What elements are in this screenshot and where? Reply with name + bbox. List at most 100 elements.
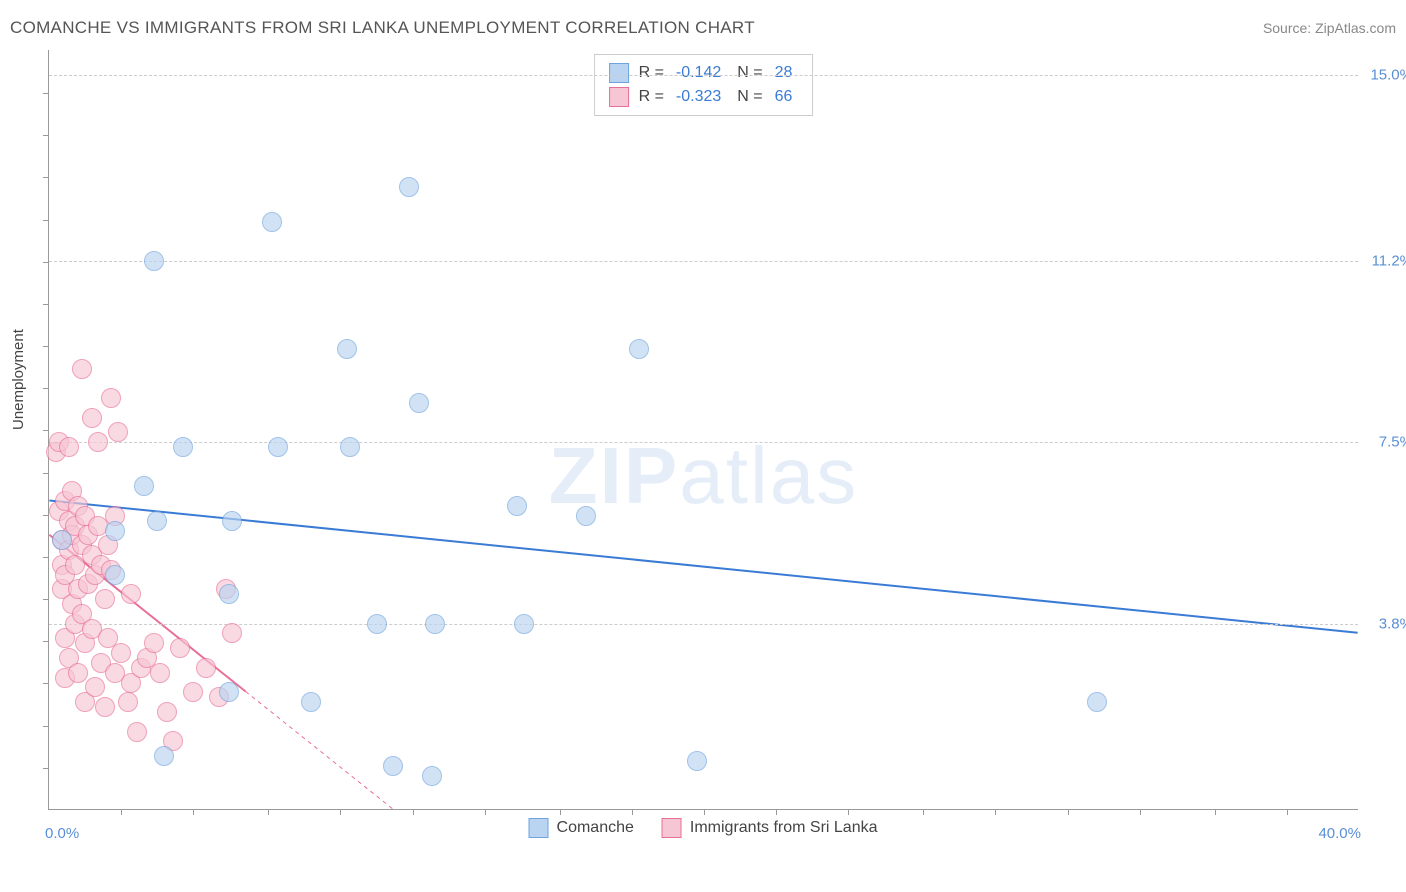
data-point [1087, 692, 1107, 712]
watermark-zip: ZIP [549, 431, 679, 520]
legend-row-2: R = -0.323 N = 66 [609, 85, 799, 109]
x-tick [1140, 809, 1141, 815]
y-tick [43, 473, 49, 474]
y-tick [43, 430, 49, 431]
r-label: R = [639, 64, 664, 82]
y-tick [43, 726, 49, 727]
y-tick [43, 177, 49, 178]
data-point [173, 437, 193, 457]
y-tick [43, 304, 49, 305]
data-point [301, 692, 321, 712]
watermark: ZIPatlas [549, 430, 858, 522]
y-tick [43, 599, 49, 600]
legend-correlation: R = -0.142 N = 28 R = -0.323 N = 66 [594, 54, 814, 116]
legend-label-comanche: Comanche [557, 819, 634, 837]
x-tick [704, 809, 705, 815]
legend-swatch-2 [609, 87, 629, 107]
data-point [108, 422, 128, 442]
data-point [154, 746, 174, 766]
y-tick [43, 262, 49, 263]
y-tick [43, 93, 49, 94]
data-point [157, 702, 177, 722]
data-point [383, 756, 403, 776]
legend-item-comanche: Comanche [529, 818, 634, 838]
plot-area: ZIPatlas R = -0.142 N = 28 R = -0.323 N … [48, 50, 1358, 810]
data-point [262, 212, 282, 232]
y-tick [43, 683, 49, 684]
data-point [127, 722, 147, 742]
data-point [147, 511, 167, 531]
data-point [95, 697, 115, 717]
data-point [219, 584, 239, 604]
data-point [134, 476, 154, 496]
data-point [629, 339, 649, 359]
x-tick [485, 809, 486, 815]
chart-title: COMANCHE VS IMMIGRANTS FROM SRI LANKA UN… [10, 18, 755, 38]
n-label: N = [737, 64, 762, 82]
data-point [59, 437, 79, 457]
data-point [52, 530, 72, 550]
n-label-2: N = [737, 88, 762, 106]
legend-swatch-1 [609, 63, 629, 83]
data-point [170, 638, 190, 658]
chart-container: COMANCHE VS IMMIGRANTS FROM SRI LANKA UN… [0, 0, 1406, 892]
data-point [82, 408, 102, 428]
data-point [95, 589, 115, 609]
y-tick-label: 11.2% [1372, 252, 1406, 269]
legend-row-1: R = -0.142 N = 28 [609, 61, 799, 85]
x-tick [995, 809, 996, 815]
data-point [367, 614, 387, 634]
x-tick [560, 809, 561, 815]
y-tick-label: 7.5% [1379, 434, 1406, 451]
r-label-2: R = [639, 88, 664, 106]
legend-swatch-srilanka [662, 818, 682, 838]
data-point [150, 663, 170, 683]
data-point [68, 663, 88, 683]
grid-line [49, 75, 1358, 76]
y-tick-label: 3.8% [1379, 615, 1406, 632]
data-point [118, 692, 138, 712]
x-tick [413, 809, 414, 815]
data-point [183, 682, 203, 702]
x-origin-label: 0.0% [45, 825, 79, 842]
y-tick [43, 768, 49, 769]
x-tick [776, 809, 777, 815]
y-tick [43, 641, 49, 642]
legend-series: Comanche Immigrants from Sri Lanka [521, 816, 886, 840]
y-tick [43, 220, 49, 221]
data-point [144, 633, 164, 653]
y-tick [43, 557, 49, 558]
trend-lines-layer [49, 50, 1358, 809]
x-tick [1215, 809, 1216, 815]
data-point [72, 359, 92, 379]
data-point [85, 677, 105, 697]
data-point [268, 437, 288, 457]
data-point [111, 643, 131, 663]
r-value-1: -0.142 [676, 64, 721, 82]
grid-line [49, 442, 1358, 443]
x-tick [121, 809, 122, 815]
data-point [196, 658, 216, 678]
grid-line [49, 261, 1358, 262]
data-point [144, 251, 164, 271]
y-tick [43, 515, 49, 516]
y-tick [43, 346, 49, 347]
data-point [337, 339, 357, 359]
y-axis-label: Unemployment [10, 329, 27, 430]
n-value-1: 28 [775, 64, 793, 82]
data-point [222, 511, 242, 531]
header: COMANCHE VS IMMIGRANTS FROM SRI LANKA UN… [10, 18, 1396, 38]
y-tick-label: 15.0% [1370, 66, 1406, 83]
data-point [101, 388, 121, 408]
r-value-2: -0.323 [676, 88, 721, 106]
data-point [425, 614, 445, 634]
data-point [687, 751, 707, 771]
data-point [576, 506, 596, 526]
legend-label-srilanka: Immigrants from Sri Lanka [690, 819, 878, 837]
data-point [105, 565, 125, 585]
x-tick [848, 809, 849, 815]
data-point [105, 521, 125, 541]
data-point [422, 766, 442, 786]
data-point [121, 584, 141, 604]
x-tick [340, 809, 341, 815]
